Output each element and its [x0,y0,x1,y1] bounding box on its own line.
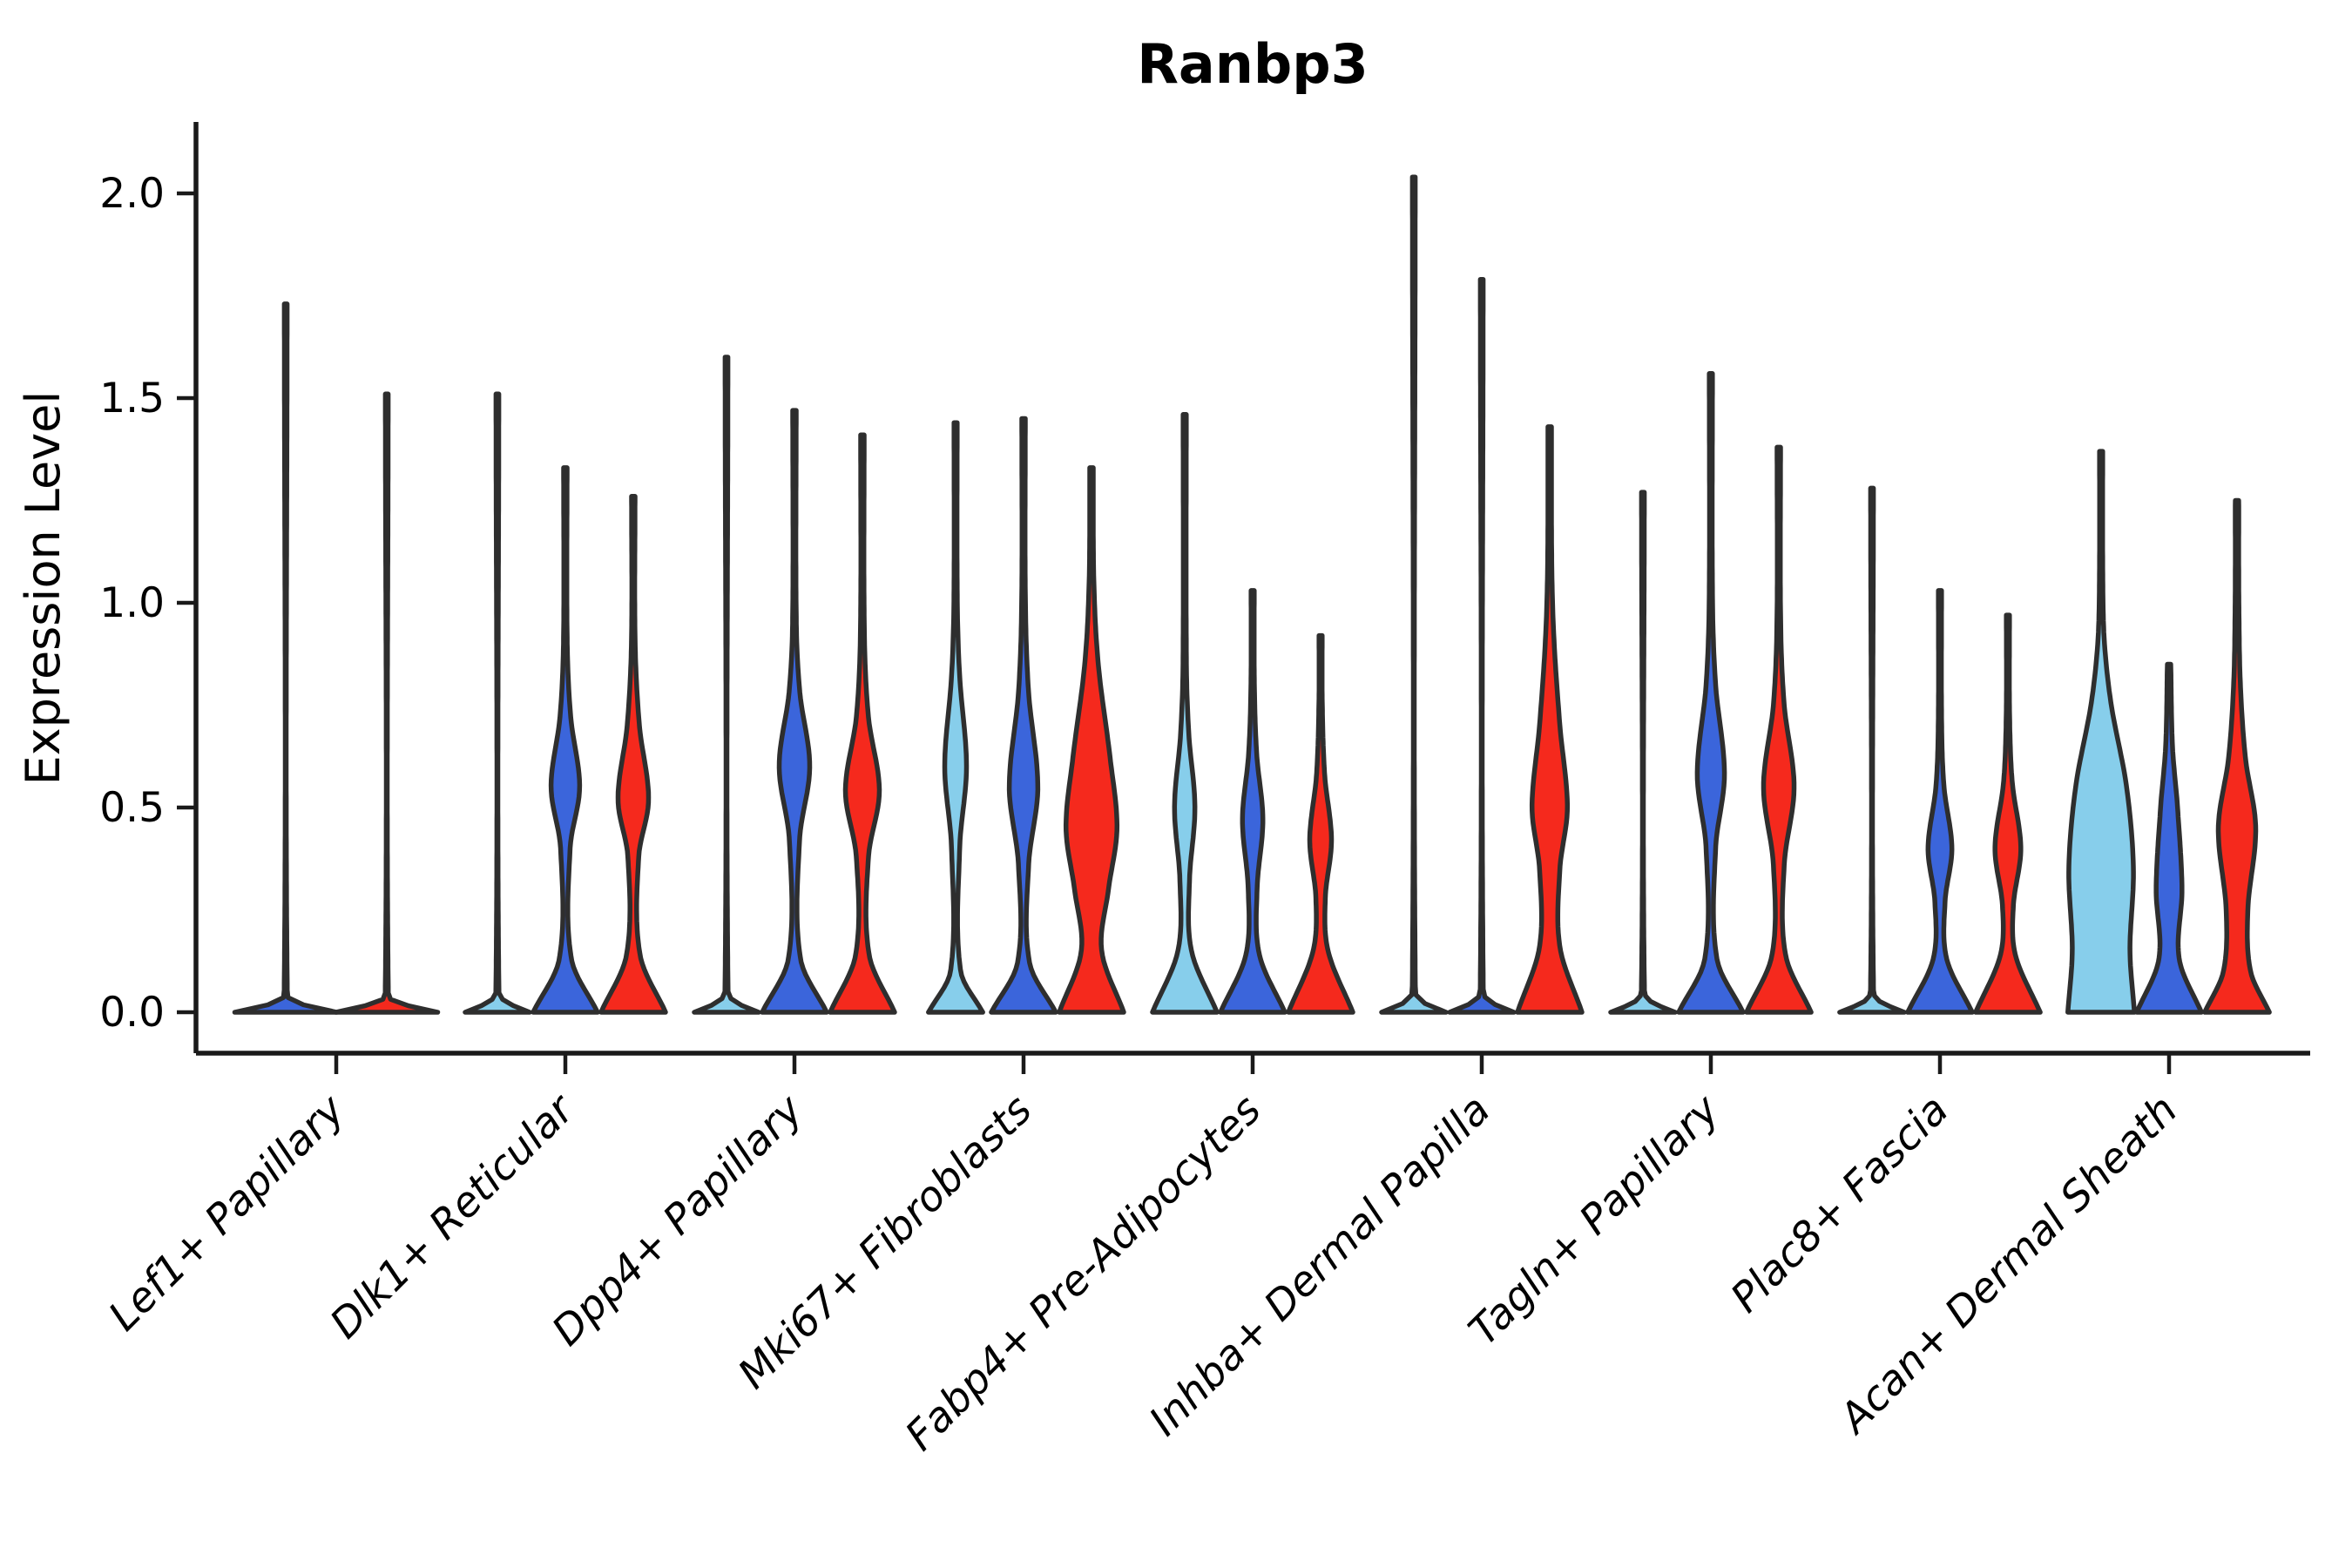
violin-blue-tagln [1676,371,1746,1015]
violin-red-fabp4 [1286,632,1355,1015]
violin-red-mki67 [1057,465,1126,1015]
y-tick-label: 1.5 [99,375,165,422]
violin-blue-dpp4 [760,408,829,1015]
violin-red-inhba [1515,424,1585,1015]
x-category-label: Dlk1+ Reticular [321,1085,585,1348]
violin-red-dpp4 [828,432,897,1015]
violin-red-lef1 [333,391,441,1015]
violin-layer [232,174,2272,1015]
x-category-label: Dpp4+ Papillary [543,1085,813,1355]
x-category-label: Lef1+ Papillary [99,1085,355,1341]
violin-lightblue-inhba [1379,174,1449,1015]
y-tick-label: 1.0 [99,579,165,627]
violin-blue-inhba [1447,276,1517,1015]
violin-blue-dlk1 [531,465,600,1015]
y-tick-label: 0.5 [99,784,165,832]
violin-lightblue-tagln [1608,490,1678,1015]
violin-lightblue-mki67 [926,420,985,1015]
violin-blue-acan [2134,661,2204,1015]
violin-lightblue-plac8 [1837,485,1907,1015]
y-tick-label: 0.0 [99,989,165,1037]
violin-lightblue-dpp4 [692,355,761,1015]
violin-lightblue-acan [2065,449,2137,1015]
violin-blue-fabp4 [1218,588,1288,1015]
violin-blue-lef1 [232,301,340,1015]
violin-red-tagln [1744,444,1814,1015]
violin-red-acan [2202,497,2272,1015]
y-axis-label: Expression Level [16,391,71,786]
violin-blue-plac8 [1905,588,1975,1015]
violin-red-dlk1 [598,494,668,1015]
violin-red-plac8 [1973,612,2043,1015]
violin-blue-mki67 [989,416,1058,1015]
violin-lightblue-fabp4 [1150,412,1220,1015]
chart-title: Ranbp3 [1137,32,1369,96]
violin-lightblue-dlk1 [463,391,532,1015]
y-tick-label: 2.0 [99,170,165,218]
x-category-label: Tagln+ Papillary [1460,1085,1730,1355]
x-category-label: Plac8+ Fascia [1721,1086,1957,1322]
